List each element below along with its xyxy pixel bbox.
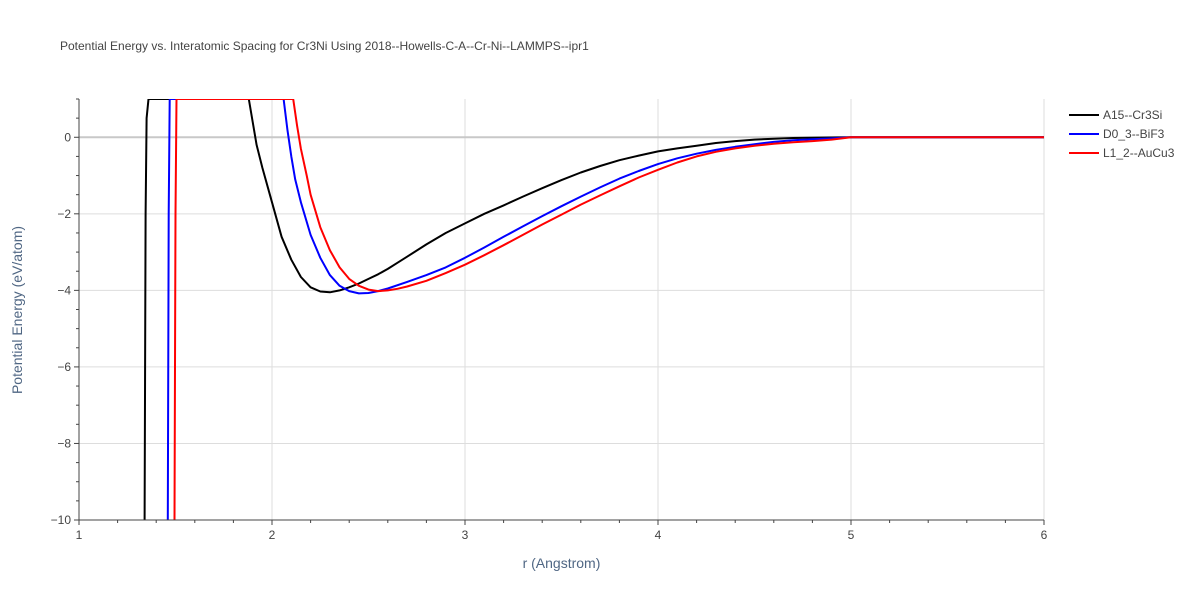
y-tick-label: −8	[57, 436, 71, 450]
legend-item-1[interactable]: D0_3--BiF3	[1069, 127, 1165, 141]
legend[interactable]: A15--Cr3Si D0_3--BiF3 L1_2--AuCu3	[1069, 108, 1175, 160]
chart-title: Potential Energy vs. Interatomic Spacing…	[60, 39, 589, 53]
series-lines	[143, 99, 1044, 520]
axes	[74, 98, 1045, 525]
legend-label: D0_3--BiF3	[1103, 127, 1165, 141]
x-tick-label: 3	[462, 528, 469, 542]
y-tick-label: 0	[64, 130, 71, 144]
series-line-1	[166, 99, 1044, 520]
y-tick-label: −4	[57, 283, 71, 297]
y-tick-label: −6	[57, 360, 71, 374]
series-line-0	[143, 99, 1044, 520]
legend-label: A15--Cr3Si	[1103, 108, 1162, 122]
x-axis-title: r (Angstrom)	[523, 555, 601, 571]
x-tick-label: 1	[76, 528, 83, 542]
legend-item-0[interactable]: A15--Cr3Si	[1069, 108, 1162, 122]
grid	[79, 99, 1045, 520]
y-tick-label: −2	[57, 207, 71, 221]
x-tick-label: 4	[655, 528, 662, 542]
x-tick-label: 6	[1041, 528, 1048, 542]
legend-item-2[interactable]: L1_2--AuCu3	[1069, 146, 1175, 160]
x-tick-label: 2	[269, 528, 276, 542]
x-tick-label: 5	[848, 528, 855, 542]
y-axis-title: Potential Energy (eV/atom)	[9, 226, 25, 394]
series-line-2	[173, 99, 1044, 520]
tick-labels: 1 2 3 4 5 6 −10 −8 −6 −4 −2 0	[51, 130, 1048, 542]
legend-label: L1_2--AuCu3	[1103, 146, 1175, 160]
y-tick-label: −10	[51, 513, 72, 527]
